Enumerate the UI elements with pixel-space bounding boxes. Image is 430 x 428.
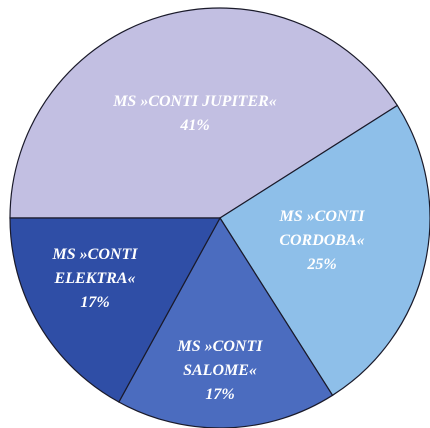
label-box: MS »CONTI ELEKTRA« 17% — [30, 243, 160, 315]
category-name: MS »CONTI SALOME« — [177, 338, 263, 379]
pie-slice — [9, 217, 222, 403]
pie-slice — [9, 7, 399, 219]
slice-label: MS »CONTI SALOME« 17% — [150, 335, 290, 407]
label-box: MS »CONTI CORDOBA« 25% — [262, 205, 382, 277]
pie-slice — [219, 104, 430, 397]
category-name: MS »CONTI CORDOBA« — [279, 208, 365, 249]
label-box: MS »CONTI JUPITER« 41% — [40, 90, 350, 138]
label-box: MS »CONTI SALOME« 17% — [150, 335, 290, 407]
percent-label: 41% — [180, 117, 210, 134]
percent-label: 17% — [205, 386, 235, 403]
slice-label: MS »CONTI CORDOBA« 25% — [262, 205, 382, 277]
percent-label: 25% — [307, 256, 337, 273]
percent-label: 17% — [80, 294, 110, 311]
category-name: MS »CONTI JUPITER« — [113, 93, 277, 110]
slice-label: MS »CONTI ELEKTRA« 17% — [30, 243, 160, 315]
slice-label: MS »CONTI JUPITER« 41% — [40, 90, 350, 138]
category-name: MS »CONTI ELEKTRA« — [52, 246, 138, 287]
